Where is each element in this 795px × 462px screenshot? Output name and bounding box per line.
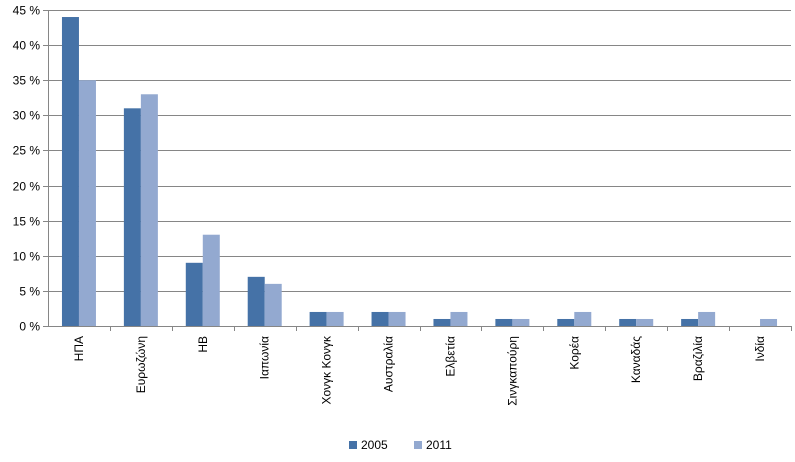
gridlines	[48, 10, 791, 292]
bars	[61, 17, 778, 327]
bar-2011-2	[140, 94, 158, 327]
axes	[43, 10, 792, 331]
y-tick-label: 45 %	[13, 4, 41, 18]
y-tick-label: 20 %	[13, 180, 41, 194]
bar-2011-11	[698, 311, 716, 326]
x-category-label: Αυστραλία	[382, 336, 396, 392]
x-category-label: ΗΠΑ	[72, 336, 86, 361]
y-tick-label: 40 %	[13, 39, 41, 53]
x-category-label: Χονγκ Κονγκ	[320, 335, 334, 405]
bar-2011-6	[388, 311, 406, 326]
bar-2011-5	[326, 311, 344, 326]
x-category-label: Ελβετία	[443, 336, 457, 377]
legend: 2005 2011	[349, 438, 452, 452]
legend-swatch-2005	[349, 441, 357, 449]
bar-2011-12	[760, 318, 778, 326]
bar-2011-3	[202, 234, 220, 326]
bar-2011-1	[78, 80, 96, 326]
bar-2005-10	[619, 318, 637, 326]
x-category-label: Ιαπωνία	[258, 336, 272, 379]
bar-2011-9	[574, 311, 592, 326]
bar-2011-8	[512, 318, 530, 326]
bar-2005-4	[247, 276, 265, 326]
x-category-label: Σινγκαπούρη	[505, 336, 519, 406]
y-tick-label: 30 %	[13, 109, 41, 123]
x-category-label: Καναδάς	[629, 336, 643, 383]
bar-2005-3	[185, 262, 203, 326]
y-tick-label: 35 %	[13, 74, 41, 88]
x-category-label: Ευρωζώνη	[134, 336, 148, 393]
y-tick-label: 0 %	[19, 320, 40, 334]
legend-swatch-2011	[414, 441, 422, 449]
bar-2011-10	[636, 318, 654, 326]
bar-2005-1	[61, 17, 79, 327]
bar-2005-2	[123, 108, 141, 326]
legend-label-2011: 2011	[426, 438, 452, 452]
bar-2005-9	[557, 318, 575, 326]
bar-2005-5	[309, 311, 327, 326]
bar-2011-7	[450, 311, 468, 326]
bar-2011-4	[264, 283, 282, 326]
bar-2005-6	[371, 311, 389, 326]
x-category-label: Βραζιλία	[691, 336, 705, 381]
bar-2005-8	[495, 318, 513, 326]
y-tick-label: 25 %	[13, 144, 41, 158]
x-category-labels: ΗΠΑ Ευρωζώνη ΗΒ Ιαπωνία Χονγκ Κονγκ Αυστραλία…	[72, 335, 767, 406]
bar-2005-7	[433, 318, 451, 326]
x-category-label: Κορέα	[567, 336, 581, 370]
y-tick-label: 5 %	[19, 285, 40, 299]
bar-2005-11	[681, 318, 699, 326]
y-tick-labels: 0 % 5 % 10 % 15 % 20 % 25 % 30 % 35 % 40 % 45 %	[13, 4, 41, 334]
y-tick-label: 15 %	[13, 215, 41, 229]
x-category-label: Ινδία	[753, 336, 767, 362]
x-category-label: ΗΒ	[196, 336, 210, 353]
legend-label-2005: 2005	[361, 438, 388, 452]
y-tick-label: 10 %	[13, 250, 41, 264]
